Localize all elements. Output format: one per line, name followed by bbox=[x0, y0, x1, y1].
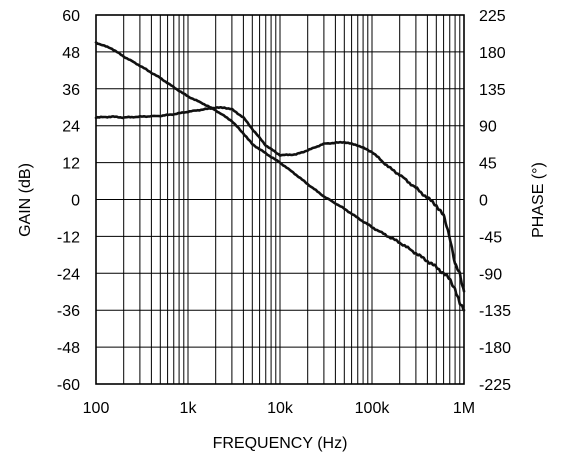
x-tick-label: 1M bbox=[453, 400, 475, 417]
right-tick-label: -45 bbox=[479, 229, 502, 246]
left-tick-label: 36 bbox=[62, 82, 80, 99]
right-tick-label: -90 bbox=[479, 266, 502, 283]
data-curves bbox=[94, 41, 466, 312]
right-tick-label: 90 bbox=[479, 119, 497, 136]
right-tick-label: 0 bbox=[479, 193, 488, 210]
left-axis-title: GAIN (dB) bbox=[17, 163, 34, 237]
right-tick-label: -180 bbox=[479, 340, 511, 357]
right-tick-label: 180 bbox=[479, 45, 506, 62]
right-tick-label: -135 bbox=[479, 303, 511, 320]
left-tick-label: 0 bbox=[71, 193, 80, 210]
left-tick-label: -36 bbox=[57, 303, 80, 320]
right-tick-label: -225 bbox=[479, 377, 511, 394]
gain-curve bbox=[94, 41, 466, 312]
plot-frame bbox=[95, 14, 465, 385]
left-tick-label: 60 bbox=[62, 8, 80, 25]
right-tick-label: 135 bbox=[479, 82, 506, 99]
left-tick-label: -48 bbox=[57, 340, 80, 357]
left-tick-label: -60 bbox=[57, 377, 80, 394]
x-tick-label: 10k bbox=[267, 400, 294, 417]
x-tick-label: 100 bbox=[83, 400, 110, 417]
phase-curve bbox=[94, 106, 466, 293]
left-tick-label: -12 bbox=[57, 229, 80, 246]
left-tick-label: 24 bbox=[62, 119, 80, 136]
left-tick-label: -24 bbox=[57, 266, 80, 283]
tick-labels: 60 48 36 24 12 0 -12 -24 -36 -48 -60 225 180 135 90 45 0… bbox=[57, 8, 511, 417]
left-tick-label: 12 bbox=[62, 156, 80, 173]
right-tick-label: 225 bbox=[479, 8, 506, 25]
x-tick-label: 100k bbox=[355, 400, 391, 417]
grid-lines bbox=[96, 15, 464, 384]
x-axis-title: FREQUENCY (Hz) bbox=[213, 435, 348, 452]
right-tick-label: 45 bbox=[479, 156, 497, 173]
right-axis-title: PHASE (°) bbox=[530, 162, 547, 238]
x-tick-label: 1k bbox=[180, 400, 198, 417]
left-tick-label: 48 bbox=[62, 45, 80, 62]
